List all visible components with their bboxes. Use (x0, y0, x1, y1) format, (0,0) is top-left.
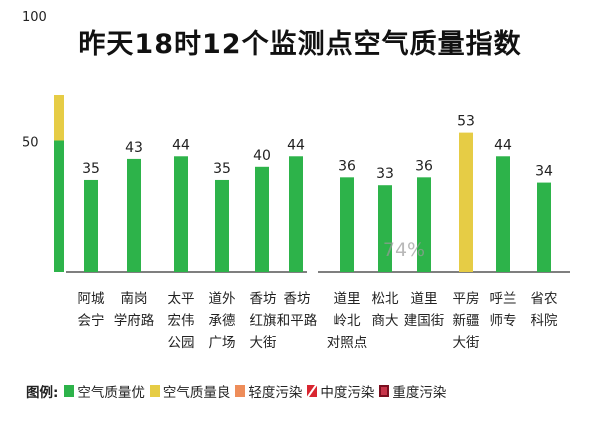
legend-label-medium: 中度污染 (320, 385, 375, 401)
legend-swatch-moderate (149, 385, 160, 397)
legend-item-medium: 中度污染 (307, 381, 374, 401)
category-label-3-line-3: 公园 (168, 335, 195, 351)
category-label-8-line-1: 松北 (372, 291, 399, 307)
value-label-8: 33 (376, 166, 394, 182)
category-label-12-line-2: 科院 (531, 313, 559, 329)
category-label-5-line-3: 大街 (250, 335, 277, 351)
legend-title: 图例: (26, 385, 59, 401)
bar-5 (255, 166, 269, 272)
value-label-4: 35 (213, 161, 231, 177)
category-label-7-line-3: 对照点 (327, 335, 368, 351)
bar-7 (340, 177, 354, 272)
scale-segment-1 (54, 140, 64, 272)
category-label-8-line-2: 商大 (372, 313, 399, 329)
category-label-11-line-2: 师专 (490, 313, 517, 329)
category-label-3-line-2: 宏伟 (168, 313, 195, 329)
category-label-12-line-1: 省农 (531, 291, 559, 307)
category-label-7-line-1: 道里 (334, 291, 361, 307)
category-label-6-line-2: 和平路 (277, 313, 318, 329)
bar-1 (84, 179, 98, 272)
category-label-4-line-2: 承德 (209, 313, 236, 329)
category-label-5-line-2: 红旗 (250, 313, 277, 329)
value-label-6: 44 (287, 137, 305, 153)
value-label-2: 43 (125, 140, 143, 156)
watermark-text: 74% (383, 239, 425, 261)
legend-label-heavy: 重度污染 (392, 385, 447, 401)
category-label-2-line-2: 学府路 (114, 313, 155, 329)
bar-10 (459, 132, 473, 272)
value-label-9: 36 (415, 158, 433, 174)
bar-8 (378, 185, 392, 272)
legend-item-moderate: 空气质量良 (149, 381, 231, 401)
category-label-10-line-2: 新疆 (453, 313, 480, 329)
value-label-1: 35 (82, 161, 100, 177)
category-label-1-line-2: 会宁 (78, 312, 105, 329)
category-label-4-line-3: 广场 (209, 335, 236, 351)
legend-swatch-medium (307, 385, 318, 397)
category-label-9-line-1: 道里 (411, 291, 438, 307)
bar-3 (174, 156, 188, 272)
legend-label-moderate: 空气质量良 (162, 385, 231, 401)
bar-12 (537, 182, 551, 272)
legend-swatch-light (235, 385, 246, 397)
legend-label-light: 轻度污染 (248, 385, 303, 401)
scale-segment-2 (54, 95, 64, 141)
category-label-4-line-1: 道外 (209, 291, 236, 307)
value-label-12: 34 (535, 164, 553, 180)
legend-label-good: 空气质量优 (77, 385, 145, 401)
value-label-5: 40 (253, 148, 271, 164)
bar-4 (215, 179, 229, 272)
category-label-5-line-1: 香坊 (250, 291, 277, 307)
category-label-7-line-2: 岭北 (334, 313, 361, 329)
bar-6 (289, 156, 303, 272)
legend-swatch-good (64, 385, 75, 397)
bar-11 (496, 156, 510, 272)
legend: 图例: 空气质量优 空气质量良 轻度污染 中度污染 重度污染 (26, 381, 451, 401)
category-label-9-line-2: 建国街 (404, 313, 445, 329)
y-tick-50: 50 (22, 136, 39, 151)
category-label-3-line-1: 太平 (168, 291, 195, 307)
legend-swatch-heavy (379, 385, 390, 397)
y-tick-100: 100 (22, 10, 47, 25)
value-label-11: 44 (494, 137, 512, 153)
category-label-11-line-1: 呼兰 (490, 291, 517, 307)
value-label-7: 36 (338, 158, 356, 174)
legend-item-light: 轻度污染 (235, 381, 302, 401)
category-label-1-line-1: 阿城 (78, 291, 105, 307)
value-label-3: 44 (172, 137, 190, 153)
category-label-10-line-3: 大街 (453, 335, 480, 351)
chart-title: 昨天18时12个监测点空气质量指数 (78, 29, 522, 60)
category-label-2-line-1: 南岗 (121, 291, 148, 307)
legend-item-good: 空气质量优 (64, 381, 145, 401)
legend-item-heavy: 重度污染 (379, 381, 446, 401)
category-label-10-line-1: 平房 (453, 291, 480, 307)
bar-9 (417, 177, 431, 272)
category-label-6-line-1: 香坊 (284, 291, 311, 307)
bar-2 (127, 158, 141, 272)
value-label-10: 53 (457, 114, 475, 130)
